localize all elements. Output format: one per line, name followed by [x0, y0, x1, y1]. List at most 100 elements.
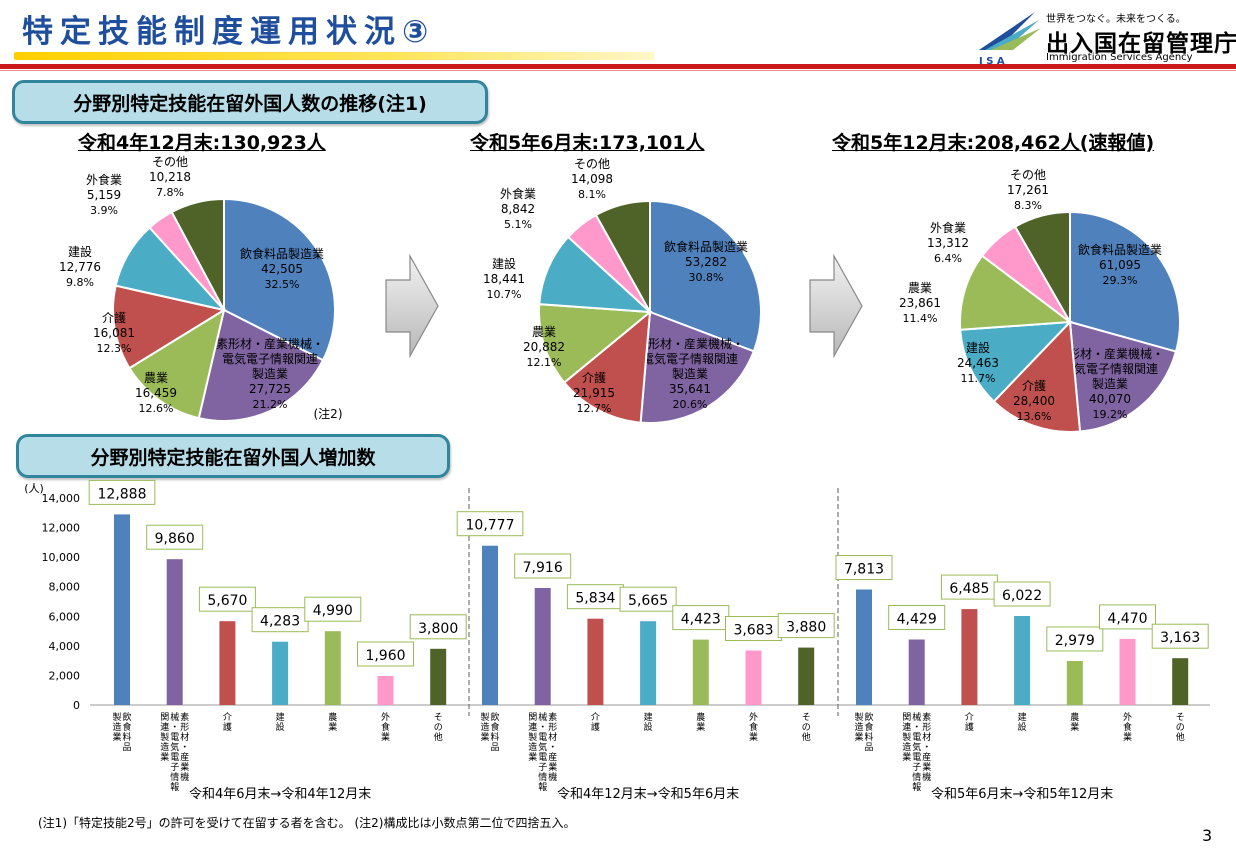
bar	[166, 559, 183, 705]
category-label: 素	[922, 711, 931, 723]
bar	[587, 618, 604, 705]
bar-value-label: 7,813	[844, 561, 884, 577]
slice-label: 飲食料品製造業	[240, 246, 324, 261]
pie-slice	[1068, 320, 1178, 433]
category-label: 機	[180, 771, 189, 783]
category-label: 業	[1070, 721, 1079, 733]
pie-slice	[538, 303, 653, 384]
category-label: 建	[276, 711, 285, 723]
category-label: 気	[912, 741, 921, 753]
slice-value: 24,463	[957, 356, 999, 370]
pie-slice	[1069, 210, 1181, 353]
y-tick-label: 10,000	[42, 551, 81, 564]
category-label: ・	[922, 743, 931, 753]
page-number: 3	[1202, 826, 1213, 845]
bar	[692, 639, 709, 705]
logo-mark: I S A	[979, 56, 1005, 66]
slice-pct: 29.3%	[1103, 274, 1138, 287]
category-label: 電	[912, 752, 921, 763]
bar-label-box	[777, 613, 835, 639]
slice-pct: 12.3%	[97, 342, 132, 355]
category-label: 建	[644, 711, 653, 723]
category-label: 製	[112, 711, 121, 723]
slice-label: 介護	[102, 310, 126, 325]
category-label: 情	[912, 771, 921, 783]
slice-pct: 30.8%	[689, 271, 724, 284]
bar-value-label: 6,485	[949, 581, 989, 597]
category-label: 業	[112, 731, 121, 743]
category-label: 料	[122, 731, 131, 743]
bar	[377, 676, 394, 705]
category-label: 業	[922, 761, 931, 773]
bar-label-box	[888, 605, 946, 630]
pie-slice	[170, 197, 225, 311]
section-title-trend: 分野別特定技能在留外国人数の推移(注1)	[12, 80, 488, 124]
pie-title-1: 令和4年12月末:130,923人	[78, 132, 326, 154]
category-label: の	[434, 723, 443, 733]
category-label: 業	[381, 731, 390, 743]
category-label: ・	[170, 723, 179, 733]
slice-label: 農業	[908, 281, 932, 295]
pie-note: (注2)	[314, 406, 343, 421]
slice-pct: 13.6%	[1017, 410, 1052, 423]
y-tick-label: 14,000	[42, 492, 81, 505]
category-label: 業	[328, 721, 337, 733]
bar-label-box	[357, 641, 414, 667]
category-label: 報	[170, 782, 179, 793]
category-label: 素	[548, 711, 557, 723]
category-label: ・	[548, 743, 557, 753]
category-label: そ	[434, 712, 443, 723]
isa-logo-icon: I S A	[979, 12, 1041, 66]
category-label: 産	[922, 751, 931, 763]
category-label: 品	[122, 742, 131, 753]
slice-label: 外食業	[500, 186, 536, 201]
bar-label-box	[514, 553, 572, 579]
bar-value-label: 3,683	[733, 623, 773, 639]
bar-chart: 0 2,000 4,000 6,000 8,000 10,000 12,000 14,000(…	[24, 479, 1210, 802]
y-tick-label: 12,000	[42, 522, 81, 535]
category-label: 農	[328, 711, 337, 723]
pie-slice	[112, 284, 227, 370]
group-caption: 令和4年12月末→令和5年6月末	[557, 787, 739, 802]
bar-label-box	[1151, 623, 1209, 649]
pie-slice	[992, 319, 1082, 433]
bar	[219, 621, 236, 705]
category-label: 子	[170, 762, 179, 773]
slice-label: 建設	[68, 244, 92, 259]
slice-label: 素形材・産業機械・	[636, 336, 744, 351]
category-label: 料	[490, 731, 499, 743]
slice-value: 61,095	[1099, 258, 1141, 272]
category-label: 介	[591, 712, 600, 723]
bar	[856, 589, 872, 705]
category-label: 他	[802, 731, 811, 743]
category-label: 電	[170, 752, 179, 763]
category-label: 産	[548, 751, 557, 763]
category-label: 造	[160, 741, 169, 753]
bar-label-box	[672, 605, 730, 631]
bar-label-box	[1046, 626, 1104, 652]
slice-value: 40,070	[1089, 392, 1131, 406]
category-label: 建	[1018, 711, 1027, 723]
bar-value-label: 7,916	[523, 560, 563, 576]
footnote: (注1)「特定技能2号」の許可を受けて在留する者を含む。 (注2)構成比は小数点…	[38, 816, 576, 830]
bar-label-box	[304, 596, 362, 622]
slice-value: 18,441	[483, 272, 525, 286]
bar	[324, 631, 341, 705]
category-label: 造	[854, 721, 863, 733]
category-label: 業	[1123, 731, 1132, 743]
category-label: 飲	[490, 711, 499, 723]
pie-slice	[959, 320, 1073, 403]
category-label: 飲	[122, 711, 131, 723]
category-label: そ	[1176, 712, 1185, 723]
pie-slice	[1013, 210, 1071, 326]
category-label: 設	[1018, 721, 1027, 733]
category-label: の	[1176, 723, 1185, 733]
slice-label: 介護	[1022, 378, 1046, 393]
category-label: 材	[548, 731, 557, 743]
category-label: 業	[180, 761, 189, 773]
category-label: 電	[538, 732, 547, 743]
category-label: 他	[434, 731, 443, 743]
header-rule-thin	[0, 70, 1236, 71]
